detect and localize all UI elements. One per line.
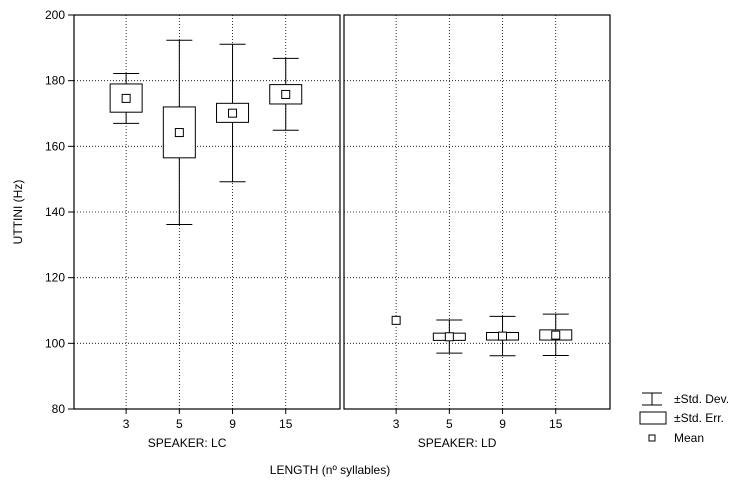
mean-marker bbox=[498, 331, 508, 341]
mean-marker bbox=[174, 128, 184, 138]
legend-mean-marker bbox=[648, 434, 656, 442]
frame-layer bbox=[68, 14, 611, 414]
x-tick-label: 5 bbox=[446, 417, 453, 431]
marks-layer bbox=[109, 39, 573, 357]
y-tick-label: 180 bbox=[45, 74, 65, 88]
legend-box bbox=[639, 411, 667, 425]
text-layer: 3 5 9 15 SPEAKER: LC 3 5 9 15 SPEAKER: LD 80 100 120… bbox=[11, 8, 563, 477]
x-tick-label: 9 bbox=[229, 417, 236, 431]
mean-marker bbox=[121, 93, 131, 103]
x-tick-label: 15 bbox=[279, 417, 293, 431]
y-axis-label: UTTINI (Hz) bbox=[11, 180, 25, 245]
x-axis-label: LENGTH (nº syllables) bbox=[270, 463, 390, 477]
legend-label: Mean bbox=[674, 431, 704, 445]
panel-frame bbox=[343, 14, 611, 410]
grid-layer bbox=[74, 15, 610, 409]
mean-marker bbox=[281, 89, 291, 99]
legend-label: ±Std. Dev. bbox=[674, 392, 729, 406]
panel-title: SPEAKER: LC bbox=[148, 436, 227, 450]
mean-marker bbox=[444, 332, 454, 342]
legend-label: ±Std. Err. bbox=[674, 411, 724, 425]
y-tick-label: 160 bbox=[45, 139, 65, 153]
panel-title: SPEAKER: LD bbox=[418, 436, 497, 450]
y-tick-label: 80 bbox=[52, 402, 66, 416]
x-tick-label: 3 bbox=[393, 417, 400, 431]
y-tick-label: 120 bbox=[45, 271, 65, 285]
mean-marker bbox=[228, 108, 238, 118]
legend-layer: ±Std. Dev. ±Std. Err. Mean bbox=[639, 392, 729, 445]
x-tick-label: 15 bbox=[549, 417, 563, 431]
x-tick-label: 5 bbox=[176, 417, 183, 431]
mean-marker bbox=[551, 330, 561, 340]
x-tick-label: 9 bbox=[499, 417, 506, 431]
y-tick-label: 140 bbox=[45, 205, 65, 219]
y-tick-label: 100 bbox=[45, 336, 65, 350]
mean-marker bbox=[391, 315, 401, 325]
x-tick-label: 3 bbox=[123, 417, 130, 431]
y-tick-label: 200 bbox=[45, 8, 65, 22]
